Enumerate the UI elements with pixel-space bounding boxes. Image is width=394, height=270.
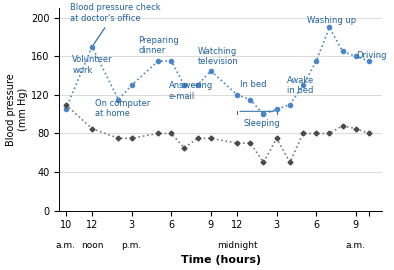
Line: Systolic: Systolic	[63, 25, 371, 116]
Diastolic	[195, 137, 200, 140]
Systolic	[90, 45, 95, 48]
Text: a.m.: a.m.	[56, 241, 76, 250]
Diastolic	[63, 103, 68, 106]
Systolic	[327, 26, 332, 29]
Text: a.m.: a.m.	[346, 241, 366, 250]
Text: Driving: Driving	[356, 51, 386, 60]
Text: Washing up: Washing up	[307, 16, 356, 25]
Text: noon: noon	[81, 241, 103, 250]
Systolic	[63, 108, 68, 111]
Text: Preparing
dinner: Preparing dinner	[138, 36, 179, 55]
Systolic	[235, 93, 240, 96]
Diastolic	[248, 141, 253, 145]
Diastolic	[235, 141, 240, 145]
Systolic	[288, 103, 292, 106]
Systolic	[116, 98, 121, 101]
Diastolic	[156, 132, 160, 135]
Text: On computer
at home: On computer at home	[95, 99, 150, 118]
Diastolic	[182, 146, 187, 150]
Diastolic	[301, 132, 305, 135]
Diastolic	[327, 132, 332, 135]
Systolic	[314, 59, 319, 63]
Y-axis label: Blood pressure
(mm Hg): Blood pressure (mm Hg)	[6, 73, 28, 146]
Text: Answering
e-mail: Answering e-mail	[169, 81, 213, 101]
Systolic	[129, 84, 134, 87]
Text: Volunteer
work: Volunteer work	[72, 55, 113, 75]
Diastolic	[314, 132, 319, 135]
Systolic	[274, 108, 279, 111]
Diastolic	[169, 132, 173, 135]
Systolic	[182, 84, 187, 87]
Diastolic	[261, 161, 266, 164]
Diastolic	[116, 137, 121, 140]
Text: Sleeping: Sleeping	[244, 119, 281, 128]
Diastolic	[129, 137, 134, 140]
Systolic	[195, 84, 200, 87]
Systolic	[353, 55, 358, 58]
Text: Watching
television: Watching television	[197, 47, 238, 66]
Systolic	[248, 98, 253, 101]
Text: In bed: In bed	[240, 80, 266, 89]
Diastolic	[353, 127, 358, 130]
X-axis label: Time (hours): Time (hours)	[180, 255, 261, 265]
Systolic	[367, 59, 372, 63]
Diastolic	[274, 137, 279, 140]
Text: midnight: midnight	[217, 241, 257, 250]
Systolic	[261, 113, 266, 116]
Systolic	[156, 59, 160, 63]
Systolic	[169, 59, 173, 63]
Line: Diastolic: Diastolic	[64, 103, 371, 164]
Systolic	[301, 84, 305, 87]
Diastolic	[90, 127, 95, 130]
Systolic	[340, 50, 345, 53]
Text: p.m.: p.m.	[121, 241, 142, 250]
Diastolic	[340, 124, 345, 127]
Text: Awake
in bed: Awake in bed	[287, 76, 314, 95]
Systolic	[208, 69, 213, 72]
Diastolic	[208, 137, 213, 140]
Diastolic	[288, 161, 292, 164]
Diastolic	[367, 132, 372, 135]
Text: Blood pressure check
at doctor's office: Blood pressure check at doctor's office	[70, 3, 160, 44]
